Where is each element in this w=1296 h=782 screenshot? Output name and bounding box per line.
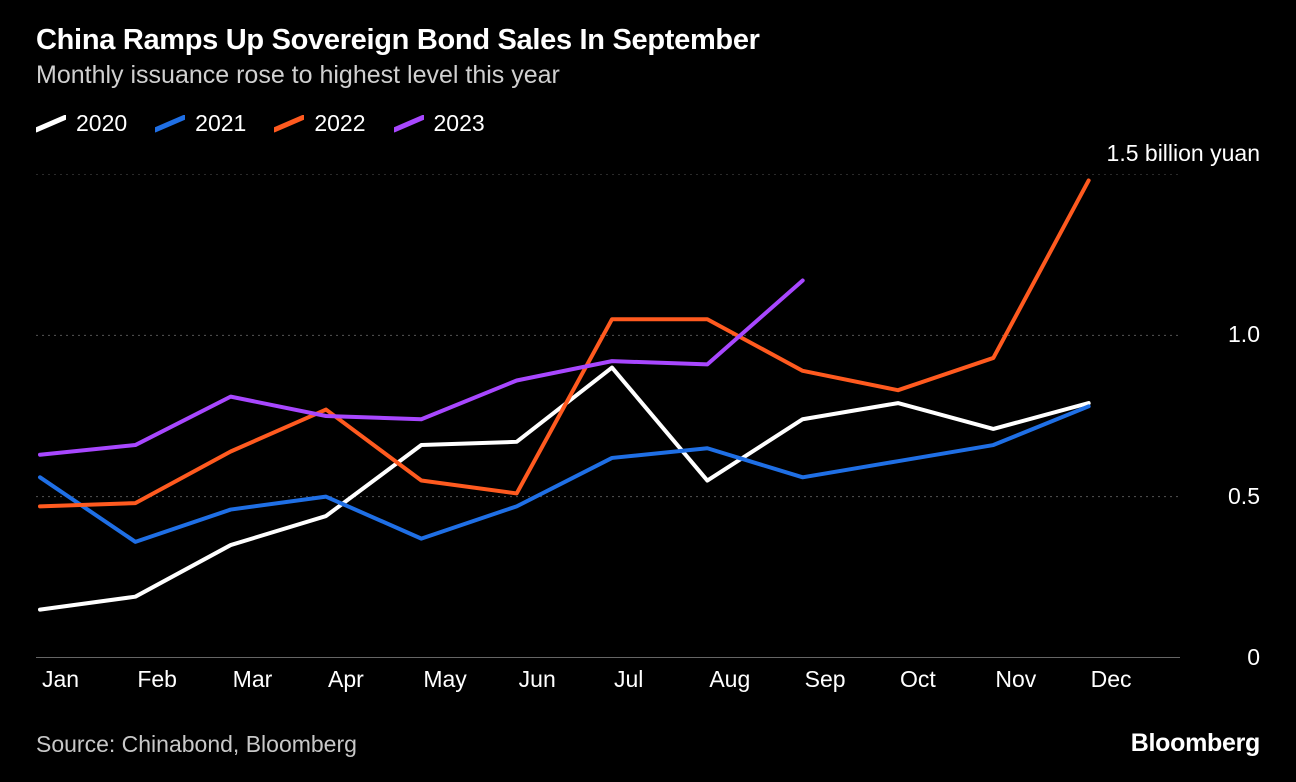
x-tick-label: Mar (233, 666, 273, 693)
x-tick-label: Sep (805, 666, 846, 693)
y-tick-label: 0 (1190, 644, 1260, 671)
legend-swatch-icon (155, 115, 185, 133)
legend-swatch-icon (394, 115, 424, 133)
x-tick-label: May (423, 666, 466, 693)
y-tick-label: 1.0 (1190, 321, 1260, 348)
brand-logo-text: Bloomberg (1131, 729, 1260, 758)
x-tick-label: Jan (42, 666, 79, 693)
x-tick-label: Jun (519, 666, 556, 693)
y-tick-label: 0.5 (1190, 483, 1260, 510)
x-tick-label: Dec (1091, 666, 1132, 693)
legend-swatch-icon (36, 115, 66, 133)
legend-item-2023: 2023 (394, 110, 485, 137)
legend-item-2020: 2020 (36, 110, 127, 137)
line-chart-svg (36, 174, 1260, 658)
legend-label: 2023 (434, 110, 485, 137)
x-tick-label: Apr (328, 666, 364, 693)
x-tick-label: Aug (709, 666, 750, 693)
x-tick-label: Nov (995, 666, 1036, 693)
legend-item-2021: 2021 (155, 110, 246, 137)
legend-label: 2021 (195, 110, 246, 137)
x-axis-labels: Jan Feb Mar Apr May Jun Jul Aug Sep Oct Nov Dec (36, 666, 1180, 700)
plot-area: 00.51.01.5 1.5 billion yuan (36, 174, 1260, 658)
legend-label: 2022 (314, 110, 365, 137)
x-tick-label: Jul (614, 666, 643, 693)
legend-swatch-icon (274, 115, 304, 133)
legend: 2020 2021 2022 2023 (36, 110, 1260, 137)
legend-label: 2020 (76, 110, 127, 137)
legend-item-2022: 2022 (274, 110, 365, 137)
x-tick-label: Oct (900, 666, 936, 693)
series-line-2021 (40, 406, 1089, 542)
y-axis-unit: 1.5 billion yuan (1107, 140, 1260, 167)
series-line-2023 (40, 280, 803, 454)
chart-subtitle: Monthly issuance rose to highest level t… (36, 61, 1260, 90)
x-tick-label: Feb (137, 666, 177, 693)
chart-title: China Ramps Up Sovereign Bond Sales In S… (36, 24, 1260, 57)
source-text: Source: Chinabond, Bloomberg (36, 731, 357, 758)
